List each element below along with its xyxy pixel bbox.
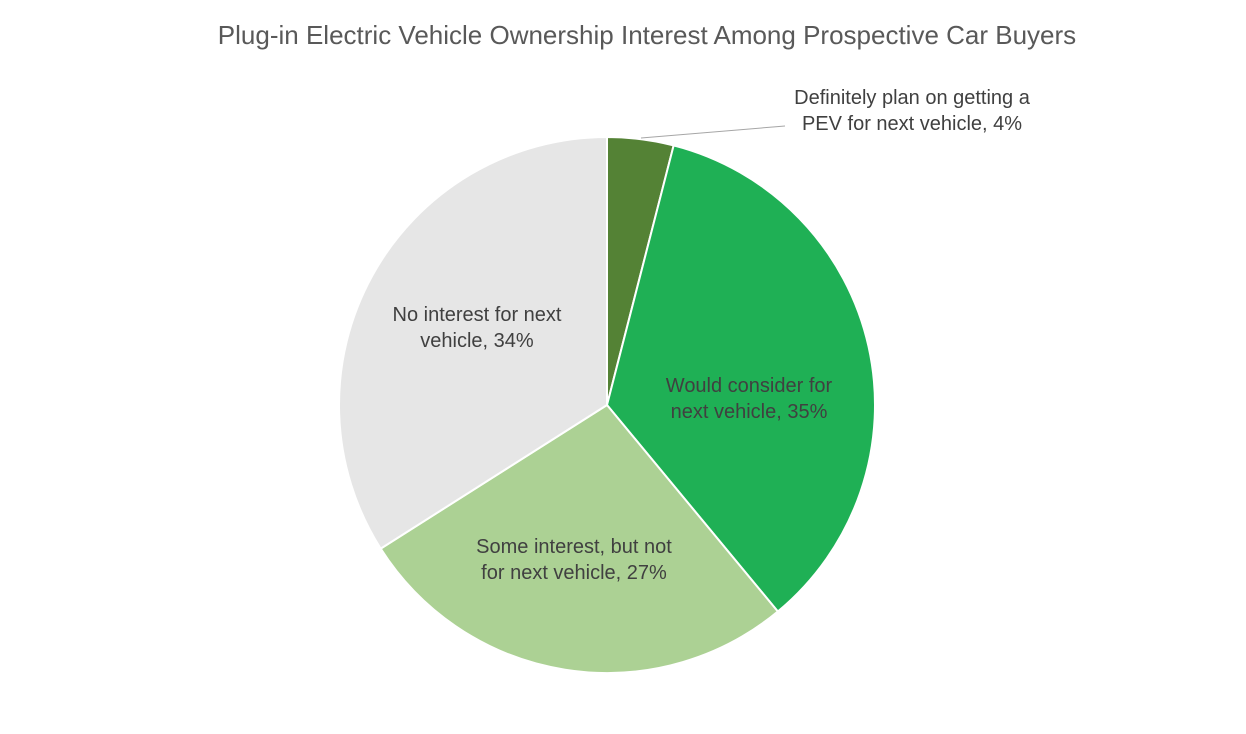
slice-label-line: for next vehicle, 27% (481, 562, 667, 584)
pie-slice-3[interactable] (379, 403, 780, 674)
chart-title: Plug-in Electric Vehicle Ownership Inter… (218, 20, 1076, 50)
pie-slices (338, 135, 876, 674)
slice-label-1: Definitely plan on getting a PEV for next… (794, 87, 1031, 135)
slice-label-4: No interest for next vehicle, 34% (393, 304, 562, 352)
leader-lines (640, 125, 786, 139)
pie-slice-2[interactable] (605, 144, 876, 613)
slice-label-line: Would consider for (666, 375, 833, 397)
slice-label-line: Definitely plan on getting a (794, 87, 1031, 109)
slice-label-3: Some interest, but not for next vehicle, … (476, 536, 672, 584)
slice-label-2: Would consider for next vehicle, 35% (666, 375, 833, 423)
slice-label-line: No interest for next (393, 304, 562, 326)
slice-label-line: next vehicle, 35% (671, 401, 828, 423)
slice-labels: Definitely plan on getting a PEV for next… (393, 87, 1031, 584)
pie-slice-4[interactable] (338, 135, 608, 550)
leader-line-1 (640, 125, 786, 139)
slice-label-line: vehicle, 34% (420, 330, 534, 352)
slice-label-line: Some interest, but not (476, 536, 672, 558)
slice-label-line: PEV for next vehicle, 4% (802, 113, 1022, 135)
